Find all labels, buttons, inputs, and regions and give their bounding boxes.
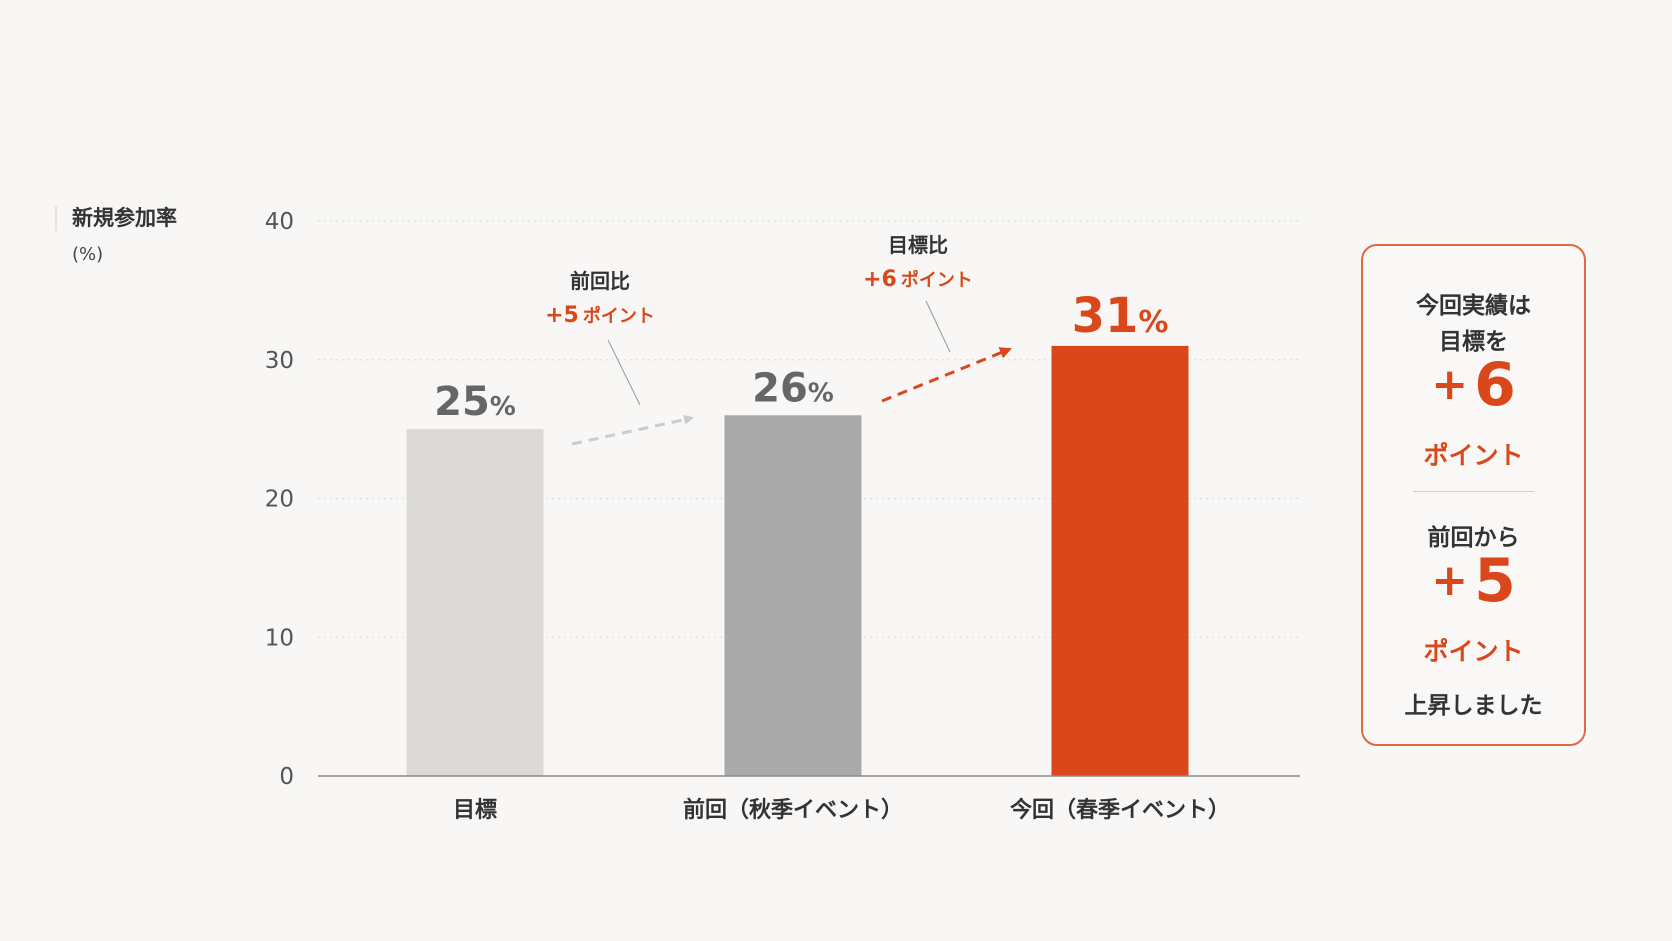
bar-current <box>1051 345 1189 776</box>
category-label-target: 目標 <box>453 798 497 823</box>
summary-line-1: 今回実績は <box>1416 293 1531 319</box>
y-tick-label: 40 <box>265 209 294 235</box>
value-label-previous: 26% <box>752 365 834 411</box>
y-axis-title: 新規参加率 <box>72 206 177 230</box>
summary-line-3: 前回から <box>1427 525 1520 551</box>
y-tick-labels: 0 10 20 30 40 <box>265 209 294 790</box>
summary-delta-target: +6 <box>1363 350 1584 420</box>
category-label-current: 今回（春季イベント） <box>1010 797 1230 823</box>
summary-line-2: 目標を <box>1439 329 1508 355</box>
summary-divider <box>1413 491 1534 492</box>
value-label-target: 25% <box>434 379 516 425</box>
summary-line-4: 上昇しました <box>1404 693 1543 719</box>
annotation-1-title: 前回比 <box>570 269 630 293</box>
summary-box: 今回実績は 目標を +6 ポイント 前回から +5 ポイント 上昇しました <box>1361 244 1586 746</box>
annotation-2-delta: +6 ポイント <box>863 267 973 292</box>
arrow-previous-to-current <box>881 347 1012 403</box>
y-tick-label: 0 <box>279 764 294 790</box>
annotation-leader-1 <box>607 339 641 406</box>
bar-target <box>406 429 544 776</box>
summary-delta-previous-sign: + <box>1431 555 1469 606</box>
value-label-current: 31% <box>1072 288 1169 344</box>
annotation-1-delta: +5 ポイント <box>545 303 655 328</box>
bar-previous <box>724 415 862 776</box>
category-label-previous: 前回（秋季イベント） <box>683 797 903 823</box>
summary-delta-target-sign: + <box>1431 359 1469 410</box>
summary-delta-previous-unit: ポイント <box>1423 637 1524 666</box>
summary-delta-target-unit: ポイント <box>1423 441 1524 470</box>
y-axis-unit: (%) <box>72 244 103 265</box>
y-tick-label: 30 <box>265 348 294 374</box>
annotation-leader-2 <box>925 300 951 353</box>
y-tick-label: 20 <box>265 487 294 513</box>
annotation-2-title: 目標比 <box>888 233 948 257</box>
y-tick-label: 10 <box>265 625 294 651</box>
summary-delta-target-number: 6 <box>1474 350 1516 420</box>
summary-delta-previous-number: 5 <box>1474 546 1516 616</box>
arrow-target-to-previous <box>571 414 694 446</box>
summary-delta-previous: +5 <box>1363 546 1584 616</box>
